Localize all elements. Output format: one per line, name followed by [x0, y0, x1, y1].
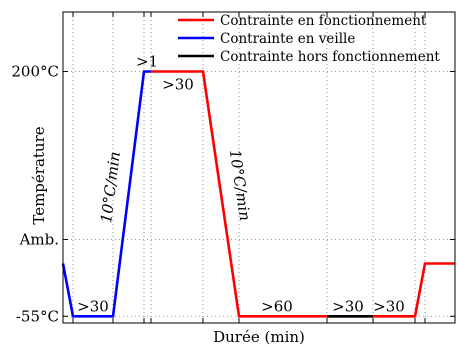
legend: Contrainte en fonctionnement Contrainte e… [178, 13, 440, 65]
legend-label: Contrainte en veille [220, 31, 355, 47]
duration-label: >30 [162, 76, 194, 94]
y-tick-label: Amb. [19, 230, 59, 248]
duration-label: >1 [136, 53, 158, 71]
slope-label: 10°C/min [97, 151, 124, 225]
duration-label: >60 [261, 297, 293, 315]
x-axis-label: Durée (min) [213, 328, 305, 346]
duration-label: >30 [373, 297, 405, 315]
series-lines [61, 70, 455, 318]
legend-label: Contrainte en fonctionnement [220, 13, 427, 29]
plot-frame [62, 11, 456, 324]
duration-label: >30 [332, 297, 364, 315]
y-tick-label: 200°C [11, 63, 59, 81]
legend-label: Contrainte hors fonctionnement [220, 49, 440, 65]
series-line [61, 70, 151, 318]
duration-label: >30 [77, 297, 109, 315]
y-tick-label: -55°C [16, 307, 59, 325]
y-axis-label: Température [30, 126, 48, 224]
annotations: >30>1>30>60 >30 >30 [77, 53, 405, 316]
series-line [151, 70, 455, 318]
slope-label: 10°C/min [226, 148, 254, 222]
ticks [63, 12, 455, 323]
y-tick-labels: -55°C Amb. 200°C [11, 63, 59, 326]
slope-labels: 10°C/min 10°C/min [97, 148, 254, 224]
